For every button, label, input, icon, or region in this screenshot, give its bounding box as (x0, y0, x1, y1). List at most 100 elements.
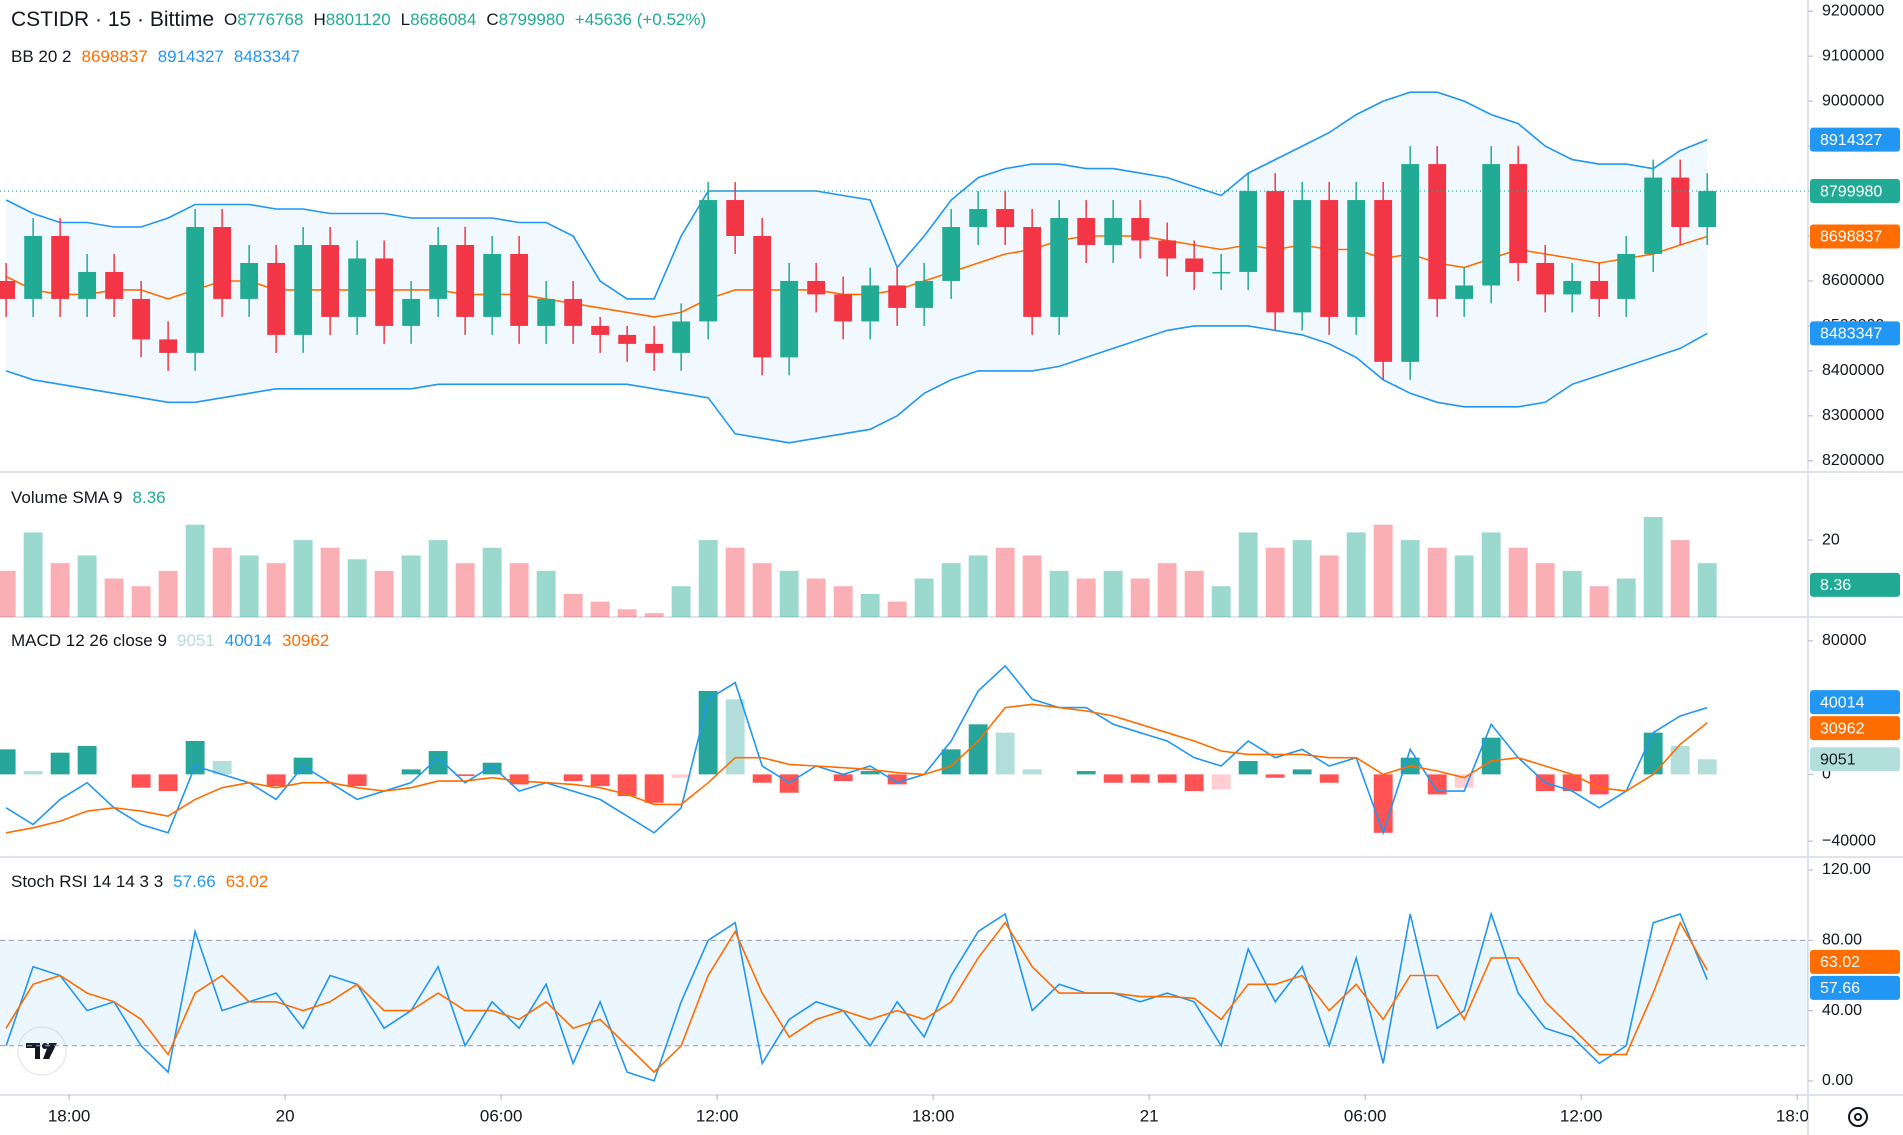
volume-bar (77, 555, 97, 617)
volume-bar (212, 547, 232, 617)
legend-text: 8801120 (325, 10, 391, 29)
legend-text: +45636 (+0.52%) (574, 10, 707, 29)
legend-text: Stoch RSI 14 14 3 3 (11, 872, 164, 891)
volume-bar (725, 547, 745, 617)
volume-bar (185, 524, 205, 617)
candle-body (51, 236, 70, 299)
volume-bar (23, 532, 43, 617)
settings-button[interactable] (1848, 1107, 1868, 1127)
price-tag-label: 8799980 (1820, 183, 1882, 200)
x-tick-label: 12:00 (1560, 1106, 1603, 1125)
candle-body (672, 321, 691, 353)
gear-hub[interactable] (1854, 1113, 1862, 1121)
candle-body (834, 294, 853, 322)
volume-bar (482, 547, 502, 617)
candle-body (1347, 200, 1366, 317)
legend-text: MACD 12 26 close 9 (11, 631, 167, 650)
candle-body (942, 227, 961, 281)
x-tick-label: 18:00 (912, 1106, 955, 1125)
candle-body (1428, 164, 1447, 299)
candle-body (348, 258, 367, 317)
volume-bar (1697, 563, 1717, 617)
volume-bar (374, 570, 394, 617)
volume-bar (752, 563, 772, 617)
legend-text: BB 20 2 (11, 47, 72, 66)
macd-histogram-bar (455, 774, 475, 777)
volume-bar (509, 563, 529, 617)
candle-body (780, 280, 799, 358)
legend-text: 8698837 (81, 47, 148, 66)
volume-bar (644, 613, 664, 617)
candle-body (159, 339, 178, 353)
volume-bar (1103, 570, 1123, 617)
y-tick-label: 8400000 (1822, 362, 1884, 379)
price-tag (1810, 179, 1900, 204)
volume-bar (293, 540, 313, 617)
macd-histogram-bar (1670, 746, 1690, 775)
legend: Stoch RSI 14 14 3 3 57.66 63.02 (11, 870, 268, 894)
volume-bar (887, 601, 907, 617)
volume-bar (428, 540, 448, 617)
macd-histogram-bar (482, 762, 502, 775)
volume-bar (563, 593, 583, 617)
legend-text: 57.66 (173, 872, 216, 891)
y-tick-label: 8600000 (1822, 272, 1884, 289)
price-tag-label: 8698837 (1820, 229, 1882, 246)
volume-bar (1535, 563, 1555, 617)
volume-bar (266, 563, 286, 617)
volume-bar (671, 586, 691, 617)
volume-bar (1589, 586, 1609, 617)
volume-bar (1427, 547, 1447, 617)
candle-body (0, 280, 16, 299)
candle-body (1644, 177, 1663, 254)
candle-body (1536, 262, 1555, 295)
volume-bar (1346, 532, 1366, 617)
macd-histogram-bar (1157, 774, 1177, 783)
legend: Volume SMA 9 8.36 (11, 486, 166, 510)
volume-bar (347, 559, 367, 617)
macd-histogram-bar (1319, 774, 1339, 783)
logo-glyph[interactable] (26, 1043, 40, 1059)
candle-body (24, 236, 43, 299)
y-tick-label: 40.00 (1822, 1002, 1862, 1019)
legend-text: 9051 (176, 631, 215, 650)
candle-body (1401, 164, 1420, 362)
candle-body (456, 244, 475, 317)
band-fill (0, 940, 1808, 1046)
y-tick-label: 80.00 (1822, 932, 1862, 949)
macd-histogram-bar (77, 746, 97, 775)
candle-body (1185, 258, 1204, 272)
legend-text: 8.36 (132, 488, 166, 507)
candle-body (186, 227, 205, 353)
candle-body (1077, 218, 1096, 245)
price-tag-label: 8.36 (1820, 577, 1851, 594)
candle-body (1158, 240, 1177, 259)
y-tick-label: −40000 (1822, 832, 1876, 849)
macd-histogram-bar (725, 699, 745, 775)
macd-histogram-bar (509, 774, 529, 785)
candle-body (1104, 218, 1123, 245)
macd-histogram-bar (131, 774, 151, 788)
macd-histogram-bar (995, 732, 1015, 775)
logo-glyph[interactable] (43, 1043, 57, 1059)
candle-body (1482, 164, 1501, 286)
price-tag (1810, 949, 1900, 974)
legend-item: C 8799980 (486, 8, 564, 32)
candle-body (240, 262, 259, 299)
candle-body (726, 200, 745, 236)
tv-logo[interactable] (17, 1026, 67, 1076)
candle-body (1617, 253, 1636, 299)
candle-body (105, 271, 124, 299)
candle-body (78, 271, 97, 299)
price-tag-label: 30962 (1820, 720, 1865, 737)
volume-bar (914, 578, 934, 617)
macd-histogram-bar (1481, 737, 1501, 775)
band-fill (6, 92, 1708, 443)
price-tag (1810, 224, 1900, 249)
gear[interactable] (1848, 1107, 1868, 1127)
volume-bar (1400, 540, 1420, 617)
y-tick-label: 9100000 (1822, 47, 1884, 64)
legend-item: H 8801120 (313, 8, 390, 32)
logo-circle[interactable] (17, 1026, 67, 1076)
